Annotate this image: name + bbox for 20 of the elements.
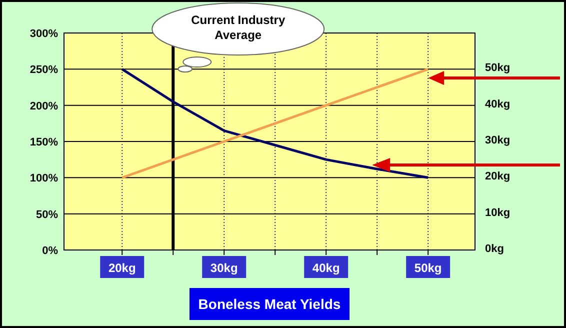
- x-axis-title: Boneless Meat Yields: [198, 296, 341, 312]
- ref-line-label: Current Industry Average: [191, 13, 286, 42]
- y2-tick-label: 10kg: [485, 206, 510, 219]
- y-tick-label: 100%: [30, 172, 58, 185]
- y-tick-label: 250%: [30, 64, 58, 76]
- x-tick-label: 40kg: [312, 261, 340, 275]
- y2-tick-label: 50kg: [485, 62, 510, 74]
- line-series: [120, 68, 430, 179]
- y2-tick-label: 0kg: [485, 243, 504, 255]
- x-tick-label: 20kg: [108, 261, 136, 275]
- y-tick-label: 0%: [42, 245, 58, 257]
- y-tick-label: 300%: [30, 28, 58, 40]
- y-tick-label: 50%: [36, 208, 58, 221]
- y2-tick-label: 40kg: [485, 98, 510, 110]
- y-tick-label: 150%: [30, 136, 58, 148]
- x-tick-label: 50kg: [414, 261, 442, 275]
- y2-tick-label: 30kg: [485, 134, 510, 146]
- y2-tick-label: 20kg: [485, 170, 510, 183]
- x-tick-label: 30kg: [210, 261, 238, 275]
- y-tick-label: 200%: [30, 100, 58, 112]
